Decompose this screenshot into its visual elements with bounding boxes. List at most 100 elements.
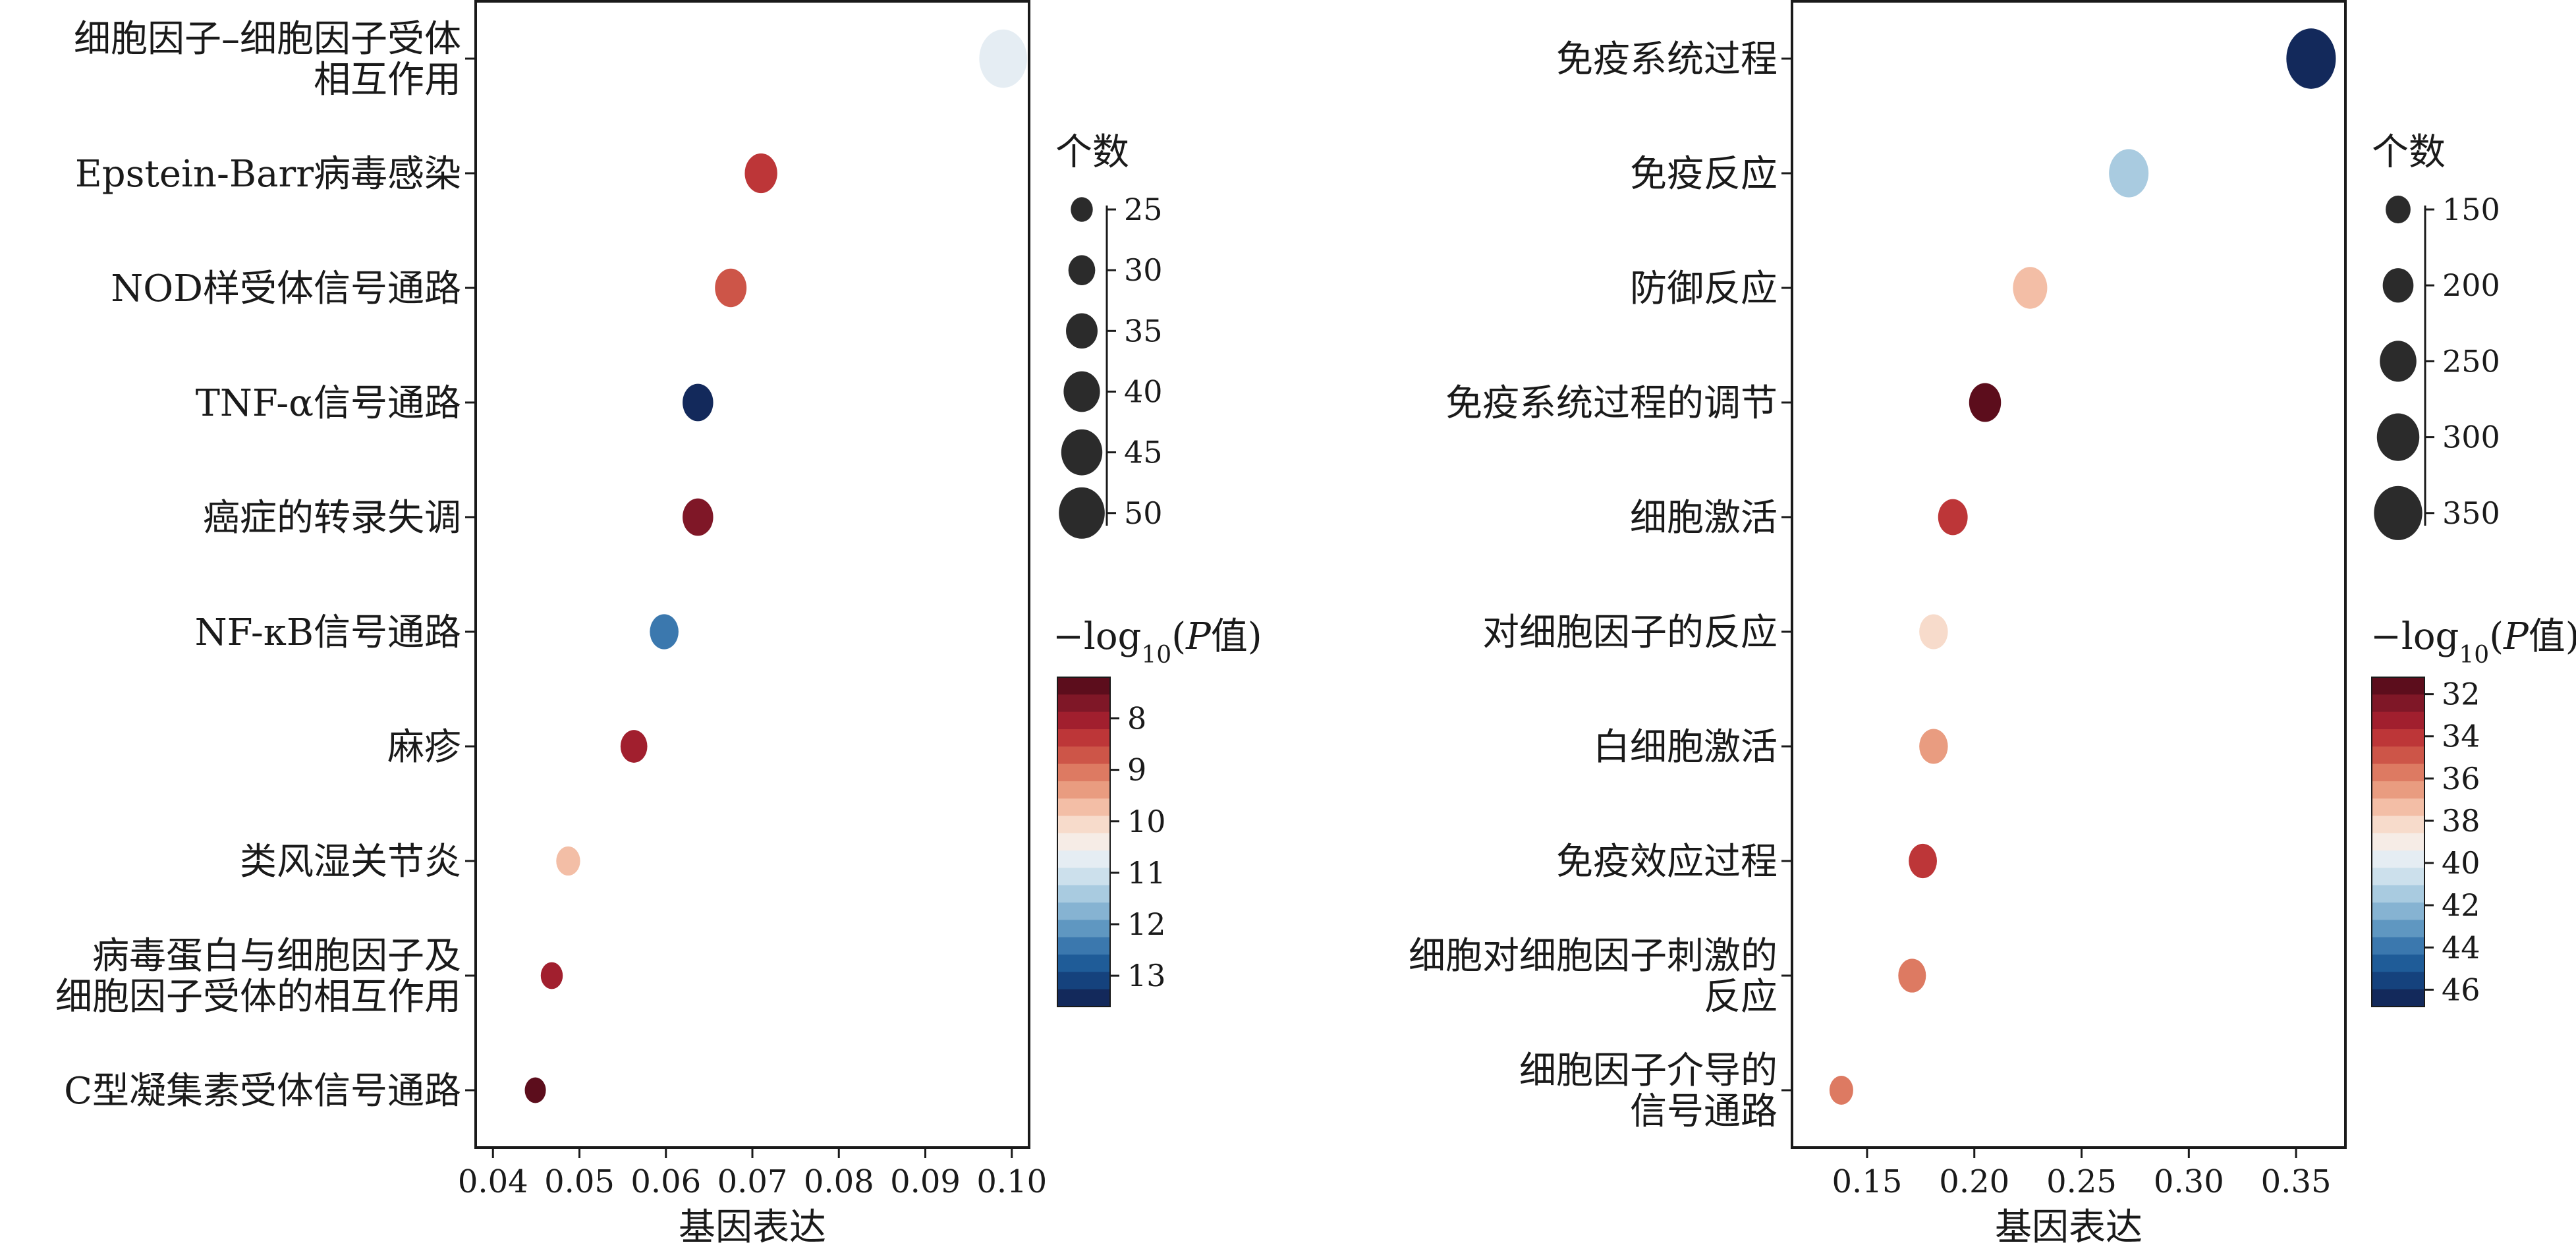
data-point[interactable] (524, 1077, 546, 1103)
colorbar-segment (1057, 937, 1110, 955)
data-point[interactable] (1938, 499, 1968, 536)
colorbar-segment (2372, 816, 2424, 834)
data-point[interactable] (2286, 28, 2336, 89)
colorbar-segment (2372, 746, 2424, 765)
size-legend-label: 150 (2442, 192, 2500, 227)
colorbar-tick-label: 34 (2442, 719, 2480, 754)
colorbar-segment (2372, 763, 2424, 782)
colorbar-segment (1057, 902, 1110, 921)
colorbar-tick-label: 42 (2442, 887, 2480, 923)
colorbar-tick-label: 46 (2442, 972, 2480, 1007)
data-point[interactable] (620, 730, 648, 763)
category-label: 免疫系统过程 (1556, 38, 1778, 81)
x-tick-label: 0.25 (2046, 1163, 2117, 1200)
colorbar-segment (1057, 746, 1110, 765)
category-label: 免疫效应过程 (1556, 841, 1778, 883)
data-point[interactable] (2013, 267, 2048, 309)
x-tick-label: 0.10 (976, 1163, 1047, 1200)
category-label: 反应 (1704, 976, 1778, 1018)
color-legend-title-part: 10 (1141, 642, 1171, 669)
size-legend-dot (2376, 413, 2420, 461)
colorbar-segment (1057, 816, 1110, 834)
category-label: 防御反应 (1630, 267, 1778, 310)
colorbar-segment (1057, 885, 1110, 903)
x-tick-label: 0.09 (890, 1163, 961, 1200)
colorbar-segment (1057, 955, 1110, 972)
category-label: NF-κB信号通路 (195, 611, 461, 654)
colorbar-segment (2372, 711, 2424, 730)
data-point[interactable] (1909, 843, 1937, 879)
colorbar-segment (1057, 694, 1110, 713)
data-point[interactable] (1919, 614, 1948, 650)
colorbar-tick-label: 13 (1127, 958, 1166, 993)
colorbar-frame (2371, 677, 2425, 1007)
size-legend-title: 个数 (1055, 131, 1129, 174)
size-legend-label: 35 (1124, 313, 1163, 348)
size-legend-dot (1059, 487, 1105, 539)
colorbar-segment (1057, 798, 1110, 817)
colorbar-segment (1057, 833, 1110, 851)
x-tick-label: 0.06 (630, 1163, 701, 1200)
data-point[interactable] (683, 498, 714, 536)
size-legend-label: 40 (1124, 374, 1163, 409)
x-tick-label: 0.15 (1832, 1163, 1903, 1200)
color-legend-title-part: P (1185, 615, 1212, 658)
size-legend-dot (2386, 195, 2411, 224)
data-point[interactable] (1829, 1076, 1853, 1105)
category-label: 细胞因子–细胞因子受体 (74, 18, 461, 61)
data-point[interactable] (650, 614, 679, 650)
x-tick-label: 0.04 (458, 1163, 528, 1200)
colorbar-segment (2372, 920, 2424, 938)
colorbar-tick-label: 32 (2442, 677, 2480, 712)
data-point[interactable] (556, 846, 580, 876)
data-point[interactable] (1969, 383, 2002, 422)
colorbar-segment (2372, 729, 2424, 747)
colorbar-segment (1057, 763, 1110, 782)
size-legend-label: 200 (2442, 267, 2500, 303)
data-point[interactable] (715, 268, 747, 308)
colorbar-segment (2372, 885, 2424, 903)
size-legend-label: 250 (2442, 343, 2500, 379)
colorbar-segment (2372, 989, 2424, 1007)
colorbar-tick-label: 36 (2442, 761, 2480, 796)
data-point[interactable] (744, 153, 777, 194)
colorbar-segment (2372, 937, 2424, 955)
color-legend-title-part: 值) (1211, 615, 1262, 658)
size-legend-dot (2374, 486, 2422, 540)
colorbar-tick-label: 12 (1127, 906, 1166, 942)
category-label: 细胞对细胞因子刺激的 (1409, 935, 1778, 978)
colorbar-segment (1057, 711, 1110, 730)
category-label: 细胞因子介导的 (1519, 1049, 1778, 1092)
color-legend-title-part: −log (2370, 615, 2459, 658)
category-label: 类风湿关节炎 (240, 841, 461, 883)
x-tick-label: 0.35 (2261, 1163, 2332, 1200)
colorbar-segment (1057, 920, 1110, 938)
size-legend-dot (1071, 197, 1093, 222)
colorbar-tick-label: 38 (2442, 803, 2480, 839)
category-label: 免疫反应 (1630, 153, 1778, 196)
x-tick-label: 0.07 (717, 1163, 788, 1200)
colorbar-segment (2372, 781, 2424, 799)
size-legend-label: 300 (2442, 420, 2500, 455)
color-legend-title-part: 值) (2529, 615, 2576, 658)
category-label: NOD样受体信号通路 (111, 267, 461, 310)
colorbar-frame (1057, 677, 1111, 1007)
data-point[interactable] (1898, 958, 1926, 993)
category-label: 白细胞激活 (1593, 726, 1778, 769)
data-point[interactable] (2109, 149, 2149, 198)
size-legend-label: 45 (1124, 435, 1163, 470)
colorbar-segment (2372, 902, 2424, 921)
data-point[interactable] (1919, 729, 1948, 764)
data-point[interactable] (683, 383, 714, 422)
size-legend-label: 50 (1124, 495, 1163, 531)
category-label: 相互作用 (314, 59, 461, 101)
color-legend-title-part: ( (1171, 615, 1186, 658)
color-legend-title-part: ( (2489, 615, 2504, 658)
x-tick-label: 0.20 (1939, 1163, 2009, 1200)
colorbar-segment (2372, 955, 2424, 972)
data-point[interactable] (979, 29, 1027, 88)
data-point[interactable] (540, 962, 563, 989)
x-tick-label: 0.30 (2154, 1163, 2224, 1200)
